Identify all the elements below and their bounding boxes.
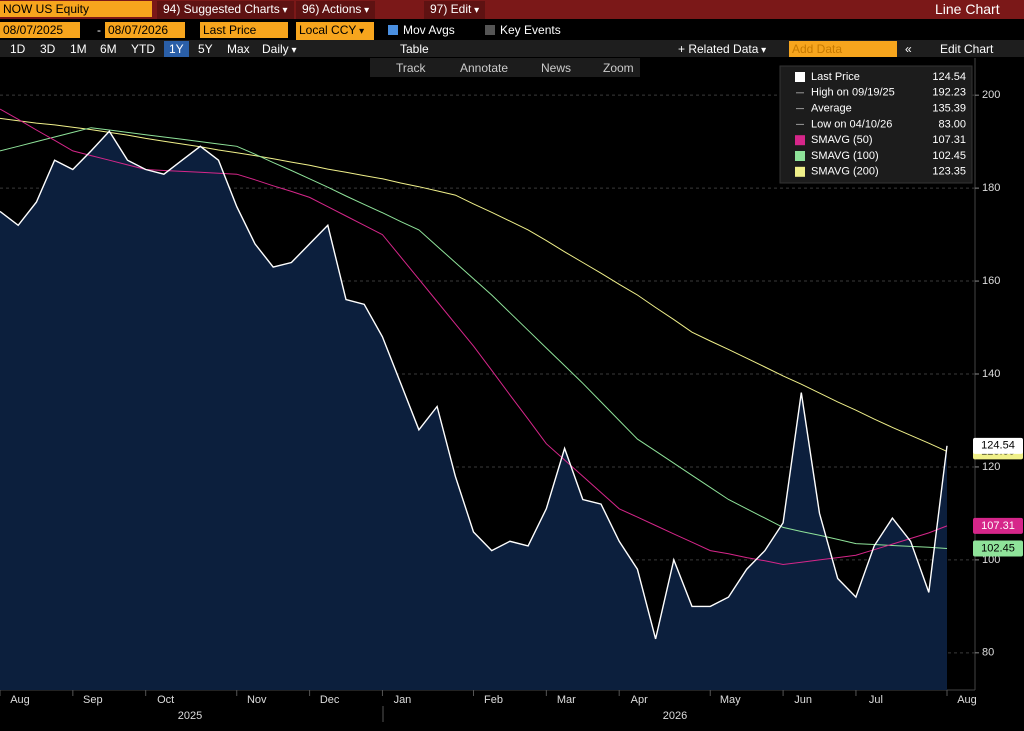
last-value-tag — [973, 517, 1023, 534]
legend-name: Low on 04/10/26 — [811, 118, 892, 130]
x-tick-label: Feb — [484, 694, 503, 706]
legend-swatch — [795, 151, 805, 161]
moving-average-line — [0, 108, 948, 566]
menu-button[interactable]: 96) Actions — [296, 1, 376, 19]
y-tick-label: 200 — [982, 89, 1000, 101]
moving-average-line — [0, 117, 948, 452]
edit-chart[interactable]: Edit Chart — [940, 42, 994, 56]
x-tick-label: Aug — [957, 694, 977, 706]
period-bar: 1D 3D 1M 6M YTD 1Y 5Y Max Daily Table + … — [0, 40, 1024, 57]
legend-name: SMAVG (200) — [811, 166, 879, 178]
period-selected[interactable]: 1Y — [164, 41, 189, 57]
legend-value: 107.31 — [932, 134, 966, 146]
menu-button[interactable]: 97) Edit — [424, 1, 486, 19]
period[interactable]: 5Y — [198, 42, 213, 56]
period[interactable]: 1M — [70, 42, 87, 56]
tool[interactable]: Track — [396, 61, 426, 75]
price-line — [0, 130, 948, 640]
legend-name: Last Price — [811, 71, 860, 83]
checkbox[interactable] — [485, 25, 495, 35]
x-tick-label: May — [720, 694, 741, 706]
menu-button[interactable]: 94) Suggested Charts — [157, 1, 294, 19]
last-value-label: 124.54 — [981, 440, 1015, 452]
last-value-label: 102.45 — [981, 542, 1015, 554]
x-tick-label: Jun — [794, 694, 812, 706]
title-bar: NOW US Equity 94) Suggested Charts 96) A… — [0, 0, 1024, 19]
last-value-tag — [973, 540, 1023, 557]
y-tick-label: 180 — [982, 182, 1000, 194]
price-area — [0, 131, 947, 691]
x-tick-label: Nov — [247, 694, 267, 706]
y-tick-label: 80 — [982, 647, 994, 659]
x-tick-label: Dec — [320, 694, 340, 706]
option[interactable]: Mov Avgs — [403, 23, 455, 37]
legend-swatch — [795, 135, 805, 146]
currency-select[interactable]: Local CCY — [296, 22, 374, 40]
legend-name: Average — [811, 103, 852, 115]
related-data[interactable]: + Related Data — [678, 41, 766, 59]
security-field[interactable]: NOW US Equity — [0, 1, 152, 17]
legend-swatch — [795, 166, 805, 177]
end-date[interactable]: 08/07/2026 — [105, 22, 185, 38]
x-tick-label: Aug — [10, 694, 30, 706]
legend-value: 124.54 — [932, 71, 966, 83]
x-tick-label: Oct — [157, 694, 174, 706]
tool[interactable]: Annotate — [460, 61, 509, 75]
period[interactable]: YTD — [131, 42, 155, 56]
field-select[interactable]: Last Price — [200, 22, 288, 38]
option[interactable]: Key Events — [500, 23, 561, 37]
legend-swatch — [795, 72, 805, 82]
y-tick-label: 140 — [982, 368, 1000, 380]
table-button[interactable]: Table — [400, 42, 429, 56]
y-tick-label: 120 — [982, 461, 1000, 473]
last-value-label: 107.31 — [981, 520, 1015, 532]
date-dash: - — [97, 23, 101, 37]
collapse[interactable]: « — [905, 42, 912, 56]
period[interactable]: 6M — [100, 42, 117, 56]
tool[interactable]: News — [541, 61, 572, 75]
tool[interactable]: Zoom — [603, 61, 634, 75]
legend-name: SMAVG (50) — [811, 134, 873, 146]
legend-value: 123.35 — [932, 166, 966, 178]
start-date[interactable]: 08/07/2025 — [0, 22, 80, 38]
legend-bg — [779, 65, 973, 184]
period[interactable]: 3D — [40, 42, 56, 56]
add-data[interactable]: Add Data — [789, 41, 897, 57]
legend-value: 192.23 — [932, 87, 966, 99]
settings-bar: 08/07/2025 - 08/07/2026 Last Price Local… — [0, 20, 1024, 40]
x-tick-label: Jan — [394, 694, 412, 706]
y-tick-label: 160 — [982, 275, 1000, 287]
toolbar: Track Annotate News Zoom — [370, 58, 640, 77]
year-label: 2026 — [663, 710, 687, 722]
x-tick-label: Jul — [869, 694, 883, 706]
x-tick-label: Sep — [83, 694, 103, 706]
legend-value: 102.45 — [932, 150, 966, 162]
y-tick-label: 100 — [982, 554, 1000, 566]
x-tick-label: Mar — [557, 694, 576, 706]
legend-value: 83.00 — [938, 118, 966, 130]
chart-mode[interactable]: Line Chart — [935, 1, 1000, 17]
legend-name: SMAVG (100) — [811, 150, 879, 162]
x-tick-label: Apr — [631, 694, 648, 706]
period[interactable]: 1D — [10, 42, 26, 56]
period[interactable]: Max — [227, 42, 250, 56]
legend-name: High on 09/19/25 — [811, 87, 895, 99]
year-label: 2025 — [178, 710, 202, 722]
last-value-tag — [973, 437, 1023, 454]
legend-value: 135.39 — [932, 103, 966, 115]
checkbox[interactable] — [388, 25, 398, 35]
frequency[interactable]: Daily — [262, 41, 296, 59]
moving-average-line — [0, 127, 948, 549]
